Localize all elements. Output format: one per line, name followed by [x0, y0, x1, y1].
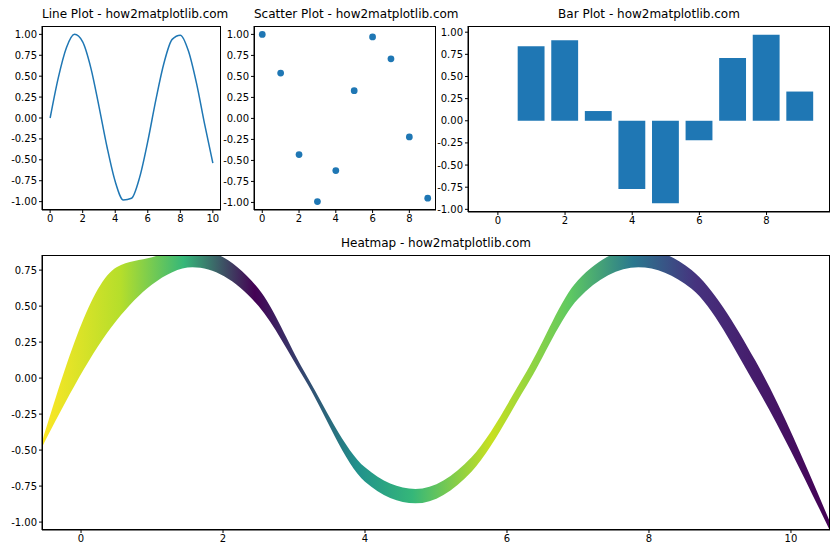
- svg-text:10: 10: [785, 533, 798, 544]
- svg-text:0.75: 0.75: [15, 265, 37, 276]
- html-text:Scatter Plot - how2matplotlib.: Scatter Plot - how2matplotlib.com: [254, 7, 459, 21]
- svg-text:8: 8: [177, 213, 183, 224]
- svg-text:-1.00: -1.00: [223, 197, 249, 208]
- svg-text:0.25: 0.25: [15, 337, 37, 348]
- svg-text:1.00: 1.00: [441, 27, 463, 38]
- svg-text:0.00: 0.00: [15, 113, 37, 124]
- svg-text:8: 8: [406, 213, 412, 224]
- svg-text:0: 0: [78, 533, 84, 544]
- svg-text:6: 6: [696, 215, 702, 226]
- svg-text:8: 8: [763, 215, 769, 226]
- svg-text:-1.00: -1.00: [11, 517, 37, 528]
- svg-text:0.75: 0.75: [227, 50, 249, 61]
- svg-text:0.50: 0.50: [15, 301, 37, 312]
- svg-text:8: 8: [646, 533, 652, 544]
- html-text:Heatmap - how2matplotlib.com: Heatmap - how2matplotlib.com: [341, 236, 531, 250]
- svg-text:6: 6: [369, 213, 375, 224]
- svg-text:0.00: 0.00: [15, 373, 37, 384]
- svg-text:0.75: 0.75: [15, 50, 37, 61]
- svg-text:0.50: 0.50: [227, 71, 249, 82]
- svg-text:-0.75: -0.75: [11, 481, 37, 492]
- svg-text:6: 6: [145, 213, 151, 224]
- svg-text:0.00: 0.00: [227, 113, 249, 124]
- svg-text:2: 2: [79, 213, 85, 224]
- svg-text:1.00: 1.00: [227, 29, 249, 40]
- svg-text:-0.50: -0.50: [223, 155, 249, 166]
- svg-text:2: 2: [296, 213, 302, 224]
- svg-text:-0.50: -0.50: [11, 154, 37, 165]
- svg-text:4: 4: [629, 215, 635, 226]
- svg-text:0.50: 0.50: [15, 71, 37, 82]
- svg-text:-0.50: -0.50: [11, 445, 37, 456]
- svg-text:-0.25: -0.25: [11, 409, 37, 420]
- svg-text:0: 0: [47, 213, 53, 224]
- svg-text:10: 10: [206, 213, 219, 224]
- svg-text:0.00: 0.00: [441, 115, 463, 126]
- svg-text:2: 2: [562, 215, 568, 226]
- svg-text:-0.25: -0.25: [223, 134, 249, 145]
- svg-text:4: 4: [112, 213, 118, 224]
- svg-text:0.25: 0.25: [441, 93, 463, 104]
- svg-text:0.75: 0.75: [441, 49, 463, 60]
- svg-text:-0.75: -0.75: [223, 176, 249, 187]
- svg-text:-0.75: -0.75: [437, 182, 463, 193]
- svg-text:-1.00: -1.00: [11, 196, 37, 207]
- svg-text:6: 6: [504, 533, 510, 544]
- svg-text:0: 0: [259, 213, 265, 224]
- svg-text:0.25: 0.25: [15, 92, 37, 103]
- svg-text:0: 0: [495, 215, 501, 226]
- html-text:Line Plot - how2matplotlib.com: Line Plot - how2matplotlib.com: [42, 7, 229, 21]
- svg-text:0.25: 0.25: [227, 92, 249, 103]
- svg-text:-1.00: -1.00: [437, 204, 463, 215]
- html-text:Bar Plot - how2matplotlib.com: Bar Plot - how2matplotlib.com: [558, 7, 740, 21]
- svg-text:4: 4: [362, 533, 368, 544]
- svg-text:-0.75: -0.75: [11, 175, 37, 186]
- svg-text:-0.25: -0.25: [11, 133, 37, 144]
- svg-text:-0.50: -0.50: [437, 160, 463, 171]
- svg-text:2: 2: [220, 533, 226, 544]
- svg-text:1.00: 1.00: [15, 29, 37, 40]
- svg-text:4: 4: [333, 213, 339, 224]
- svg-text:-0.25: -0.25: [437, 137, 463, 148]
- svg-text:0.50: 0.50: [441, 71, 463, 82]
